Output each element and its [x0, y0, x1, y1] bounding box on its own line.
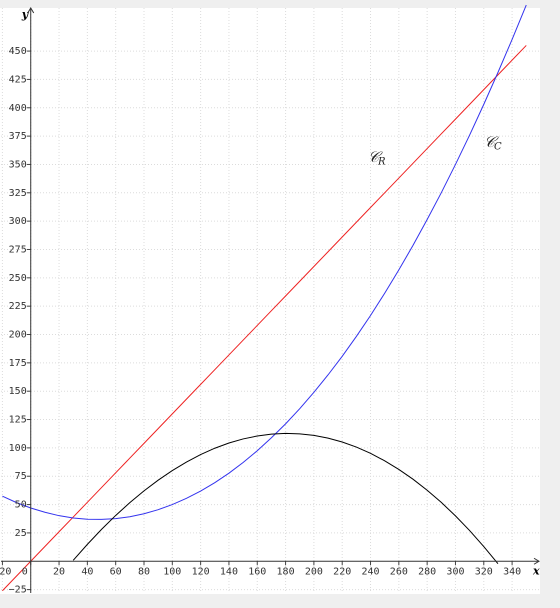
y-tick-label: 200	[9, 330, 27, 341]
series-line	[2, 45, 527, 592]
y-tick-label: 350	[9, 159, 27, 170]
x-tick-label: 220	[333, 566, 351, 577]
y-tick-label: 450	[9, 46, 27, 57]
x-tick-label: 40	[81, 566, 93, 577]
y-axis-arrow	[27, 7, 35, 14]
x-axis-label: x	[532, 564, 540, 577]
y-tick-label: 175	[9, 358, 27, 369]
x-tick-label: 320	[475, 566, 493, 577]
x-tick-label: 160	[248, 566, 266, 577]
series-line	[72, 432, 499, 564]
y-tick-label: 225	[9, 301, 27, 312]
y-axis-label: y	[21, 8, 30, 21]
x-tick-label: 0	[22, 566, 28, 577]
series-line	[2, 4, 527, 520]
x-tick-label: 20	[53, 566, 65, 577]
y-tick-label: 100	[9, 443, 27, 454]
x-tick-label: 260	[390, 566, 408, 577]
x-tick-label: 80	[138, 566, 150, 577]
y-tick-label: 275	[9, 244, 27, 255]
y-tick-label: 50	[15, 500, 27, 511]
y-tick-label: −25	[9, 585, 27, 596]
curve-label-subscript: C	[494, 142, 502, 153]
x-tick-label: 120	[192, 566, 210, 577]
y-tick-label: 300	[9, 216, 27, 227]
x-tick-label: 100	[163, 566, 181, 577]
marks	[2, 4, 527, 592]
y-tick-label: 250	[9, 273, 27, 284]
x-tick-label: 60	[110, 566, 122, 577]
x-tick-label: 240	[361, 566, 379, 577]
x-tick-label: 280	[418, 566, 436, 577]
y-tick-label: 375	[9, 131, 27, 142]
x-tick-label: 140	[220, 566, 238, 577]
y-tick-label: 325	[9, 188, 27, 199]
y-tick-label: 25	[15, 528, 27, 539]
y-tick-label: 75	[15, 471, 27, 482]
x-tick-label: 200	[305, 566, 323, 577]
y-tick-label: 400	[9, 103, 27, 114]
x-axis-arrow	[533, 557, 540, 565]
curve-label-subscript: R	[377, 157, 386, 168]
x-tick-label: 300	[446, 566, 464, 577]
x-tick-label: 180	[277, 566, 295, 577]
x-tick-label: −20	[0, 566, 11, 577]
x-tick-label: 340	[503, 566, 521, 577]
y-tick-label: 125	[9, 415, 27, 426]
y-tick-label: 150	[9, 386, 27, 397]
plot-area	[0, 8, 540, 594]
y-tick-label: 425	[9, 74, 27, 85]
